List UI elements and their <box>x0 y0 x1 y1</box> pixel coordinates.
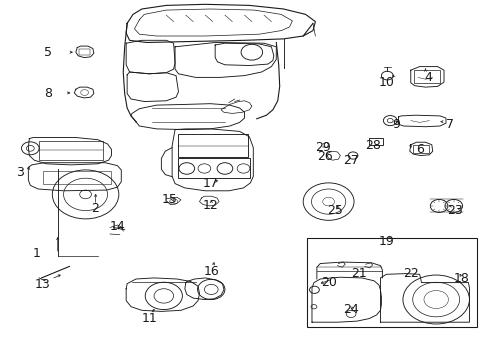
Text: 8: 8 <box>44 87 52 100</box>
Text: 15: 15 <box>162 193 177 206</box>
Text: 5: 5 <box>44 46 52 59</box>
Text: 7: 7 <box>445 118 453 131</box>
Bar <box>178 134 248 157</box>
Text: 19: 19 <box>378 235 393 248</box>
Text: 20: 20 <box>320 276 336 289</box>
Text: 29: 29 <box>314 141 330 154</box>
Text: 13: 13 <box>35 278 50 291</box>
Text: 18: 18 <box>453 273 469 285</box>
Text: 28: 28 <box>364 139 380 152</box>
Bar <box>412 145 428 153</box>
Text: 22: 22 <box>402 267 418 280</box>
Text: 3: 3 <box>16 166 23 179</box>
Text: 26: 26 <box>316 150 332 163</box>
Text: 10: 10 <box>378 76 393 89</box>
Bar <box>368 138 382 145</box>
Bar <box>39 141 102 160</box>
Text: 21: 21 <box>351 267 366 280</box>
Text: 24: 24 <box>343 303 358 316</box>
Text: 4: 4 <box>423 71 431 84</box>
Text: 25: 25 <box>327 204 343 217</box>
Bar <box>178 158 250 178</box>
Text: 9: 9 <box>391 118 399 131</box>
Bar <box>413 70 439 83</box>
Text: 6: 6 <box>416 143 424 156</box>
Text: 23: 23 <box>446 204 462 217</box>
Bar <box>43 171 111 184</box>
Text: 16: 16 <box>203 265 219 278</box>
Text: 11: 11 <box>141 312 157 325</box>
Bar <box>306 238 476 327</box>
Bar <box>79 49 90 55</box>
Text: 2: 2 <box>91 202 99 215</box>
Text: 1: 1 <box>33 247 41 260</box>
Text: 14: 14 <box>109 220 125 233</box>
Text: 17: 17 <box>202 177 218 190</box>
Text: 12: 12 <box>202 199 218 212</box>
Text: 27: 27 <box>343 154 358 167</box>
